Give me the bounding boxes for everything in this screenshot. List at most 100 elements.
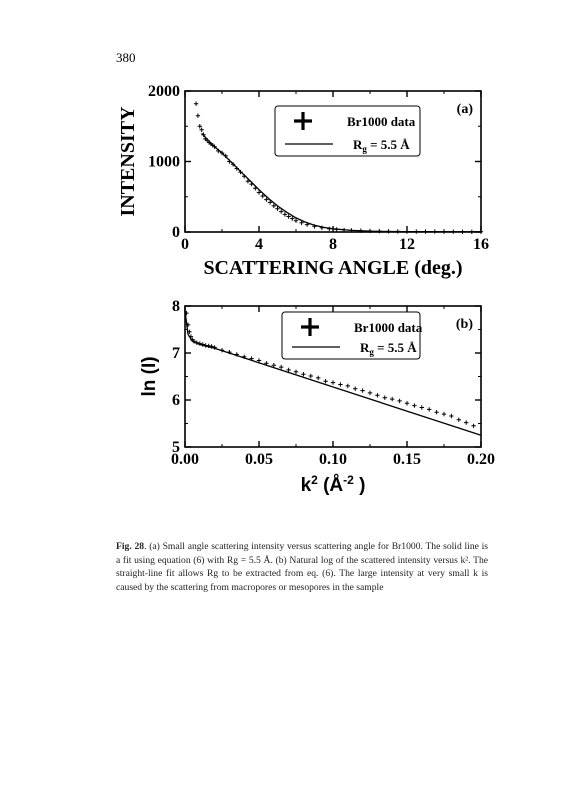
x-tick-label: 0.00 [171, 451, 199, 468]
y-tick-label: 6 [172, 392, 180, 409]
data-point [219, 348, 225, 353]
data-point [194, 340, 199, 345]
data-point [275, 206, 280, 211]
panel-label: (b) [456, 317, 473, 332]
data-point [414, 229, 419, 234]
data-point [197, 341, 202, 346]
y-axis-title: ln (I) [139, 356, 160, 396]
legend-marker-symbol [301, 318, 319, 336]
data-point [264, 197, 269, 202]
y-axis-title: INTENSITY [117, 106, 139, 217]
data-point [199, 127, 204, 132]
data-point [304, 222, 310, 227]
x-axis-title: k2 (Å-2 ) [301, 473, 366, 496]
data-point [286, 214, 291, 219]
data-point [282, 212, 288, 217]
data-point [223, 153, 228, 159]
data-point [404, 401, 410, 406]
data-point [341, 227, 347, 233]
data-point [419, 405, 424, 410]
data-point [460, 229, 465, 234]
page-number: 380 [116, 50, 136, 65]
data-point [423, 229, 428, 234]
data-point [345, 383, 350, 389]
data-point [451, 229, 456, 234]
data-point [230, 162, 236, 167]
data-point [249, 181, 254, 187]
data-point [478, 229, 484, 234]
data-point [184, 310, 189, 316]
data-point [358, 228, 363, 233]
data-point [382, 395, 387, 400]
y-tick-label: 0 [172, 224, 180, 241]
data-point [412, 403, 417, 408]
data-point [312, 224, 317, 229]
data-point [301, 372, 306, 377]
data-point [330, 380, 336, 385]
data-point [200, 342, 205, 347]
data-point [349, 228, 354, 233]
data-point [201, 132, 206, 137]
legend-label-data: Br1000 data [354, 320, 423, 335]
legend-label-fit: Rg = 5.5 Å [360, 340, 417, 357]
data-point [188, 334, 194, 339]
data-point [367, 390, 373, 396]
legend-label-fit: Rg = 5.5 Å [353, 137, 410, 154]
data-point [375, 393, 380, 398]
data-point [404, 229, 410, 234]
data-point [353, 386, 358, 391]
data-point [434, 410, 439, 415]
data-point [253, 186, 258, 191]
data-point [264, 361, 269, 366]
figure-a: 0 4 8 12 16 0 1000 2000 Br1000 data Rg = 5.5 Å (a)… [117, 83, 489, 279]
x-tick-label: 12 [399, 236, 415, 253]
data-point [441, 229, 447, 234]
data-point [427, 407, 432, 412]
y-tick-label: 7 [172, 345, 180, 362]
data-point [360, 388, 365, 393]
figure-caption: Fig. 28. (a) Small angle scattering inte… [116, 540, 488, 594]
data-point [286, 367, 291, 373]
caption-text: . (a) Small angle scattering intensity v… [116, 541, 489, 593]
data-point [293, 218, 299, 223]
data-point [195, 113, 201, 118]
data-point [234, 166, 239, 171]
data-point [308, 373, 313, 379]
data-point [206, 343, 211, 349]
data-point [191, 339, 197, 344]
data-point [227, 159, 232, 164]
data-point [245, 179, 251, 184]
data-point [219, 150, 225, 156]
x-tick-label: 8 [329, 236, 337, 253]
x-tick-label: 0 [181, 236, 189, 253]
x-axis-title: SCATTERING ANGLE (deg.) [203, 257, 462, 279]
y-tick-label: 8 [172, 298, 180, 315]
data-point [464, 420, 469, 425]
data-point [471, 423, 476, 428]
data-point [249, 356, 254, 361]
data-point [227, 349, 232, 355]
data-point [386, 229, 391, 234]
data-point [242, 174, 247, 179]
data-point [441, 411, 447, 417]
data-point [256, 190, 262, 195]
data-point [209, 344, 214, 349]
data-point [212, 144, 217, 149]
data-point [234, 352, 239, 357]
y-tick-label: 5 [172, 439, 180, 456]
data-point [299, 220, 304, 225]
data-point [397, 398, 402, 404]
data-point [395, 229, 400, 234]
data-point [260, 193, 265, 199]
data-point [432, 229, 437, 234]
data-point [267, 200, 273, 205]
panel-label: (a) [457, 102, 474, 117]
data-point [242, 354, 247, 359]
x-tick-label: 0.20 [467, 451, 495, 468]
data-point [271, 363, 276, 368]
y-tick-label: 1000 [148, 154, 180, 171]
legend-marker-symbol [294, 112, 312, 130]
figure-b: 0.00 0.05 0.10 0.15 0.20 5 6 7 8 Br1000 data Rg = … [139, 298, 495, 496]
data-point [197, 124, 202, 129]
x-tick-label: 0.05 [245, 451, 273, 468]
